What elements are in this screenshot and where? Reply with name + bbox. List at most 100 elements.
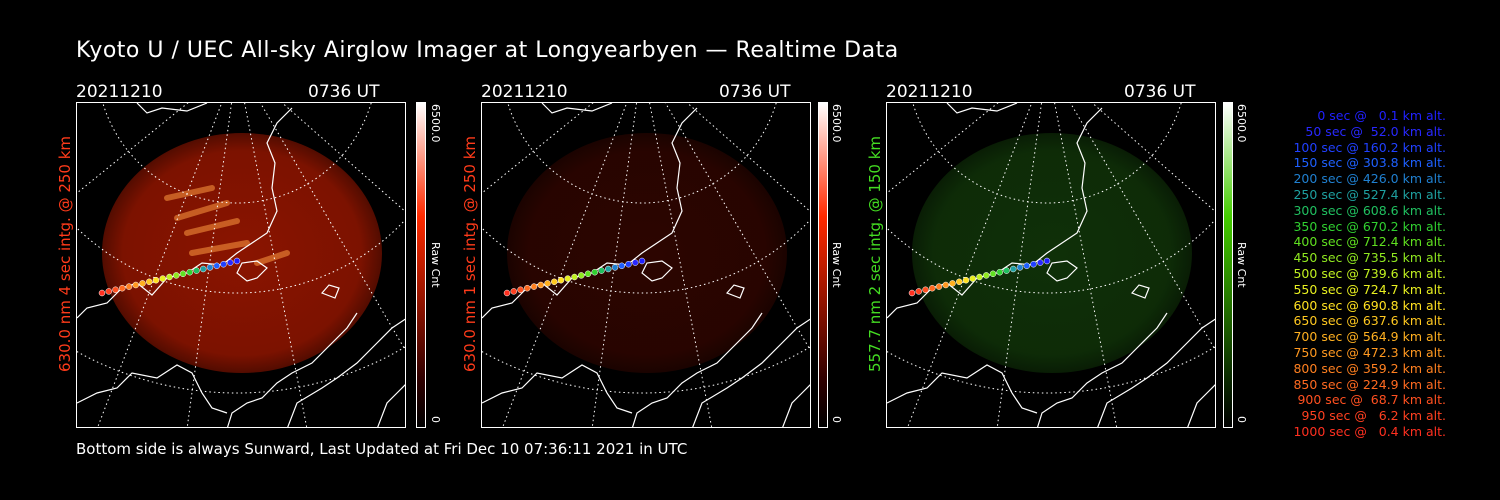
aurora-streak: [164, 185, 215, 201]
trajectory-point: [179, 270, 187, 278]
legend-row: 650 sec @ 637.6 km alt.: [1293, 313, 1446, 329]
legend-row: 600 sec @ 690.8 km alt.: [1293, 297, 1446, 313]
trajectory-point: [220, 260, 227, 268]
trajectory-point: [1037, 259, 1044, 266]
latitude-circle: [482, 219, 810, 294]
trajectory-point: [152, 276, 160, 284]
meridian-line: [1091, 103, 1215, 212]
allsky-map-svg: [887, 103, 1215, 427]
coastline: [541, 103, 613, 114]
coastline: [1097, 318, 1215, 427]
footer-note: Bottom side is always Sunward, Last Upda…: [76, 440, 688, 458]
trajectory-point: [962, 276, 970, 284]
trajectory-point: [1016, 264, 1024, 271]
panel-time: 0736 UT: [308, 82, 380, 102]
colorbar: [1223, 102, 1233, 428]
trajectory-point: [510, 288, 517, 295]
panel-5577-2sec: 20211210 0736 UT 6500.0 Raw Cnt 0: [886, 80, 1306, 440]
coastline: [1187, 384, 1215, 427]
meridian-line: [887, 103, 999, 194]
trajectory-point: [159, 275, 166, 282]
trajectory-point: [537, 281, 544, 289]
legend-row: 800 sec @ 359.2 km alt.: [1293, 360, 1446, 376]
panel-ylabel: 630.0 nm 1 sec intg. @ 250 km: [461, 135, 479, 372]
colorbar-min: 0: [429, 416, 442, 423]
trajectory-point: [956, 278, 963, 286]
legend-row: 450 sec @ 735.5 km alt.: [1293, 250, 1446, 266]
trajectory-point: [578, 272, 585, 279]
trajectory-point: [200, 265, 207, 273]
meridian-line: [664, 103, 810, 351]
airglow-disc: [102, 133, 382, 373]
legend-row: 550 sec @ 724.7 km alt.: [1293, 281, 1446, 297]
trajectory-point: [908, 289, 916, 297]
meridian-line: [244, 103, 308, 427]
legend-row: 250 sec @ 527.4 km alt.: [1293, 186, 1446, 202]
trajectory-point: [571, 273, 578, 281]
latitude-circle: [77, 346, 405, 394]
trajectory-point: [233, 257, 241, 265]
coastline: [1130, 284, 1150, 299]
coastline: [946, 103, 1018, 114]
trajectory-point: [213, 262, 220, 270]
trajectory-point: [929, 284, 936, 292]
trajectory-point: [166, 273, 173, 281]
coastline: [226, 312, 358, 427]
panel-date: 20211210: [76, 82, 163, 102]
legend-row: 500 sec @ 739.6 km alt.: [1293, 265, 1446, 281]
trajectory-point: [598, 267, 605, 274]
legend-row: 850 sec @ 224.9 km alt.: [1293, 376, 1446, 392]
trajectory-point: [186, 268, 193, 276]
trajectory-point: [544, 280, 551, 287]
trajectory-point: [524, 284, 531, 292]
colorbar: [416, 102, 426, 428]
trajectory-point: [503, 289, 511, 297]
allsky-image: [886, 102, 1216, 428]
trajectory-point: [625, 260, 632, 268]
meridian-line: [1069, 103, 1215, 351]
colorbar-unit: Raw Cnt: [830, 242, 843, 288]
meridian-line: [686, 103, 810, 212]
trajectory-point: [638, 257, 646, 265]
coastline: [320, 284, 340, 299]
coastline: [77, 364, 228, 414]
legend-row: 50 sec @ 52.0 km alt.: [1305, 123, 1446, 139]
airglow-disc: [507, 133, 787, 373]
panel-time: 0736 UT: [1124, 82, 1196, 102]
aurora-streak: [254, 250, 290, 266]
trajectory-point: [551, 278, 558, 286]
legend-row: 100 sec @ 160.2 km alt.: [1293, 139, 1446, 155]
allsky-image: [481, 102, 811, 428]
latitude-circle: [887, 346, 1215, 394]
colorbar-unit: Raw Cnt: [1235, 242, 1248, 288]
panel-date: 20211210: [481, 82, 568, 102]
trajectory-point: [989, 270, 997, 278]
trajectory-point: [949, 280, 956, 287]
trajectory-point: [942, 281, 949, 289]
trajectory-point: [611, 264, 619, 271]
coastline: [377, 384, 405, 427]
trajectory-point: [1023, 262, 1030, 270]
allsky-map-svg: [482, 103, 810, 427]
trajectory-point: [935, 283, 943, 290]
panel-time: 0736 UT: [719, 82, 791, 102]
coastline: [287, 318, 405, 427]
trajectory-point: [139, 280, 146, 287]
coastline: [887, 364, 1038, 414]
trajectory-point: [530, 283, 538, 290]
trajectory-point: [1010, 265, 1017, 273]
trajectory-point: [227, 259, 234, 266]
legend-row: 750 sec @ 472.3 km alt.: [1293, 344, 1446, 360]
trajectory-point: [1043, 257, 1051, 265]
trajectory-point: [146, 278, 153, 286]
trajectory-point: [557, 276, 565, 284]
airglow-disc: [912, 133, 1192, 373]
coastline: [641, 260, 673, 282]
coastline: [236, 260, 268, 282]
legend-row: 150 sec @ 303.8 km alt.: [1293, 155, 1446, 171]
legend-row: 400 sec @ 712.4 km alt.: [1293, 234, 1446, 250]
meridian-line: [77, 103, 189, 194]
coastline: [1046, 260, 1078, 282]
colorbar-max: 6500.0: [429, 104, 442, 143]
aurora-streak: [174, 200, 230, 221]
